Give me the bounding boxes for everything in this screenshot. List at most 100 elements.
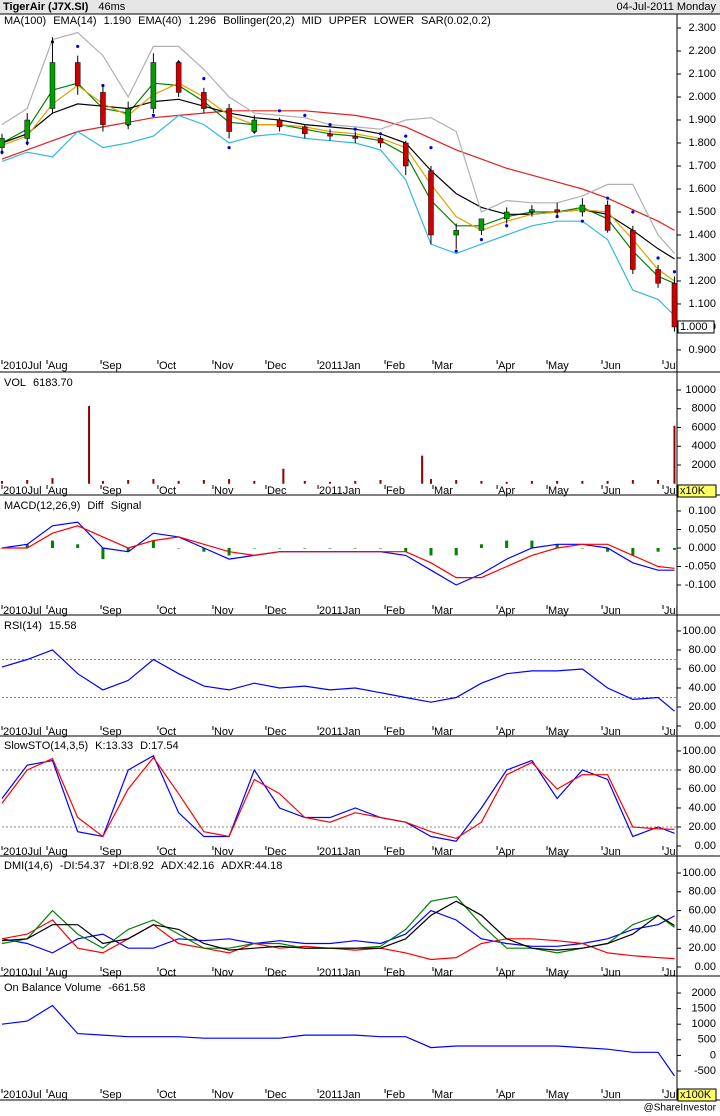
- x-tick-label: Mar: [434, 360, 453, 372]
- candle-body: [201, 92, 207, 109]
- macd-histogram-bar: [479, 544, 483, 548]
- volume-bar: [379, 480, 382, 484]
- volume-bar: [354, 480, 357, 484]
- candle-body: [671, 283, 678, 328]
- y-tick-label: 0.00: [695, 840, 716, 852]
- last-price-label: 1.000: [680, 321, 708, 333]
- volume-bar: [26, 480, 29, 484]
- volume-bar: [556, 480, 559, 484]
- volume-bar: [127, 480, 130, 484]
- macd-histogram-bar: [580, 547, 584, 549]
- footer: @ShareInvestor: [644, 1103, 717, 1114]
- candle-body: [529, 209, 535, 213]
- candle-body: [302, 126, 308, 135]
- series-line: [2, 525, 675, 579]
- candle-body: [327, 133, 333, 137]
- macd-histogram-bar: [631, 547, 635, 556]
- sar-dot: [454, 249, 458, 253]
- candle-body: [655, 269, 661, 284]
- x-tick-label: Mar: [434, 967, 453, 979]
- y-tick-label: 1.400: [688, 229, 716, 241]
- sar-dot: [353, 127, 357, 131]
- x-tick-label: Apr: [498, 967, 515, 979]
- x-tick-label: May: [548, 967, 569, 979]
- y-tick-label: 4000: [692, 440, 716, 452]
- y-tick-label: 0.050: [688, 523, 716, 535]
- macd-histogram-bar: [303, 547, 307, 549]
- volume-bar: [202, 480, 205, 484]
- volume-bar: [581, 480, 584, 484]
- x-tick-label: Mar: [434, 846, 453, 858]
- x-tick-label: Feb: [386, 846, 405, 858]
- y-tick-label: 500: [698, 1034, 716, 1046]
- y-tick-label: 60.00: [688, 663, 716, 675]
- legend-item: SAR(0.02,0.2): [421, 15, 491, 27]
- macd-histogram-bar: [202, 547, 206, 552]
- y-tick-label: 1.600: [688, 183, 716, 195]
- macd-histogram-bar: [353, 547, 357, 549]
- x-tick-label: Nov: [214, 360, 234, 372]
- macd-histogram-bar: [672, 547, 676, 550]
- candle-body: [175, 62, 182, 93]
- series-line: [1, 114, 675, 316]
- legend-item: UPPER: [329, 15, 367, 27]
- sar-dot: [631, 210, 635, 214]
- y-tick-label: 6000: [692, 421, 716, 433]
- volume-bar: [177, 480, 180, 484]
- series-line: [1, 919, 675, 961]
- x-tick-label: Jun: [603, 726, 621, 738]
- legend-item: MID: [302, 15, 322, 27]
- macd-histogram-bar: [101, 547, 105, 560]
- x-tick-label: Oct: [159, 846, 176, 858]
- y-tick-label: 0.00: [695, 720, 716, 732]
- chart-subtitle: 46ms: [98, 1, 125, 13]
- x-tick-label: Nov: [214, 605, 234, 617]
- x-tick-label: Apr: [498, 846, 515, 858]
- macd-histogram-bar: [606, 547, 610, 552]
- x-tick-label: May: [548, 1089, 569, 1101]
- series-line: [1, 756, 675, 840]
- legend-item: EMA(40): [138, 15, 181, 27]
- volume-bar: [421, 455, 424, 484]
- x-tick-label: Feb: [386, 360, 405, 372]
- x-tick-label: Mar: [434, 1089, 453, 1101]
- sar-dot: [151, 113, 156, 118]
- multiplier: x10K: [680, 485, 706, 497]
- x-tick-label: Jul: [664, 1089, 678, 1101]
- legend-item: VOL: [4, 377, 26, 389]
- y-tick-label: 0.900: [688, 344, 716, 356]
- x-tick-label: Jun: [603, 846, 621, 858]
- x-tick-label: Jul: [664, 485, 678, 497]
- macd-histogram-bar: [278, 547, 282, 549]
- y-tick-label: 1.300: [688, 252, 716, 264]
- y-tick-label: -0.100: [685, 579, 716, 591]
- macd-histogram-bar: [530, 540, 534, 548]
- sar-dot: [227, 145, 231, 150]
- y-tick-label: 2.100: [688, 68, 716, 80]
- legend-item: -DI:54.37: [60, 860, 105, 872]
- last-price-box: [677, 320, 715, 334]
- legend-item: 6183.70: [33, 377, 73, 389]
- x-tick-label: Sep: [102, 967, 122, 979]
- y-tick-label: 8000: [692, 403, 716, 415]
- x-tick-label: 2011Jan: [319, 967, 360, 979]
- y-tick-label: 2000: [692, 987, 716, 999]
- series-line: [1, 31, 675, 254]
- x-tick-label: Nov: [214, 967, 234, 979]
- legend-item: LOWER: [374, 15, 414, 27]
- x-tick-label: Apr: [498, 605, 515, 617]
- x-tick-label: 2011Jan: [319, 846, 360, 858]
- x-tick-label: Apr: [498, 485, 515, 497]
- legend-item: 15.58: [49, 620, 77, 632]
- x-tick-label: Jun: [603, 605, 621, 617]
- candle-body: [100, 92, 106, 125]
- x-tick-label: May: [548, 485, 569, 497]
- candle-body: [554, 209, 560, 213]
- x-tick-label: 2010Jul: [3, 360, 42, 372]
- y-tick-label: 1.100: [688, 298, 716, 310]
- legend-item: -661.58: [108, 982, 145, 994]
- y-tick-label: 100.00: [682, 745, 716, 757]
- x-tick-label: Aug: [48, 360, 68, 372]
- macd-histogram-bar: [151, 540, 155, 548]
- x-tick-label: Aug: [48, 726, 68, 738]
